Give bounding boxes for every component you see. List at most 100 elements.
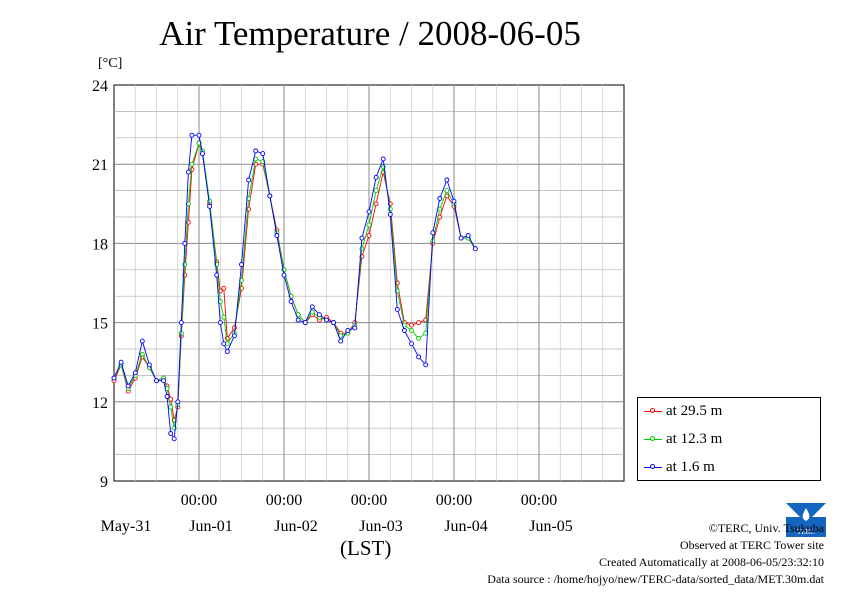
data-point	[146, 362, 152, 368]
data-point	[373, 174, 379, 180]
data-point	[444, 188, 450, 194]
data-point	[302, 320, 308, 326]
data-point	[161, 378, 167, 384]
data-point	[214, 272, 220, 278]
data-point	[345, 328, 351, 333]
data-point	[132, 370, 138, 376]
data-point	[171, 436, 177, 442]
data-point	[366, 233, 372, 238]
series-layer	[111, 132, 478, 442]
data-point	[274, 233, 280, 238]
chart-title: Air Temperature / 2008-06-05	[159, 14, 581, 53]
created-timestamp-text: Created Automatically at 2008-06-05/23:3…	[599, 555, 824, 569]
y-axis-unit-label: [°C]	[98, 56, 123, 71]
x-tick-date-label: Jun-01	[189, 518, 233, 535]
logo-text: TERC	[797, 528, 815, 536]
data-point	[288, 299, 294, 304]
data-point	[217, 320, 223, 326]
data-point	[231, 325, 237, 331]
x-tick-time-label: 00:00	[521, 492, 557, 509]
data-point	[423, 362, 429, 368]
data-point	[246, 177, 252, 183]
data-point	[175, 399, 181, 405]
data-point	[168, 404, 174, 410]
data-point	[387, 211, 393, 217]
data-point	[352, 325, 358, 331]
data-point	[154, 378, 159, 384]
data-point	[430, 230, 436, 236]
data-point	[189, 132, 195, 138]
data-point	[221, 285, 227, 291]
legend-label-29-5m: at 29.5 m	[666, 402, 723, 419]
x-tick-time-label: 00:00	[181, 492, 217, 509]
data-point	[295, 317, 301, 323]
x-axis-label: (LST)	[340, 536, 392, 560]
data-point	[253, 148, 259, 154]
data-point	[366, 209, 372, 215]
data-point	[185, 169, 191, 175]
x-tick-date-label: Jun-04	[444, 518, 488, 535]
data-point	[221, 314, 227, 320]
copyright-text: ©TERC, Univ. Tsukuba	[708, 521, 824, 535]
data-point	[458, 235, 464, 241]
data-point	[118, 359, 124, 365]
legend-label-12-3m: at 12.3 m	[666, 430, 723, 447]
data-point	[224, 349, 230, 355]
legend-item-29-5m: at 29.5 m	[644, 401, 722, 421]
data-point	[338, 338, 344, 344]
y-tick-label: 12	[92, 395, 108, 412]
data-point	[164, 394, 170, 399]
data-point	[221, 341, 227, 347]
data-point	[260, 151, 266, 157]
data-point	[178, 320, 184, 326]
series-2	[111, 132, 478, 442]
data-point	[373, 201, 379, 207]
data-point	[416, 354, 422, 360]
data-point	[125, 383, 131, 389]
legend-label-1-6m: at 1.6 m	[666, 458, 715, 475]
data-point	[200, 151, 205, 157]
y-tick-label: 21	[92, 157, 108, 174]
y-tick-label: 9	[100, 474, 108, 491]
x-tick-date-label: Jun-03	[359, 518, 403, 535]
data-point	[401, 328, 407, 333]
x-tick-time-label: 00:00	[436, 492, 472, 509]
y-tick-label: 24	[92, 78, 108, 95]
data-point	[437, 206, 443, 212]
data-point	[207, 198, 213, 204]
y-tick-labels: 9 12 15 18 21 24	[92, 78, 108, 491]
data-point	[409, 328, 414, 333]
x-tick-time-label: 00:00	[266, 492, 302, 509]
x-tick-labels: May-31 00:00 Jun-01 00:00 Jun-02 00:00 Jun-03 0…	[101, 492, 573, 535]
data-source-text: Data source : /home/hojyo/new/TERC-data/…	[487, 572, 824, 586]
x-tick-date-label: May-31	[101, 518, 152, 535]
y-tick-label: 15	[92, 316, 108, 333]
data-point	[359, 235, 365, 241]
legend-swatch-12-3m	[644, 433, 662, 445]
data-point	[465, 233, 471, 238]
data-point	[437, 196, 443, 201]
data-point	[451, 198, 457, 204]
data-point	[409, 322, 414, 328]
data-point	[373, 188, 379, 194]
data-point	[444, 177, 450, 183]
data-point	[324, 317, 329, 323]
legend: at 29.5 m at 12.3 m at 1.6 m	[637, 397, 821, 481]
series-line-2	[113, 134, 476, 441]
x-tick-date-label: Jun-02	[274, 518, 318, 535]
data-point	[267, 193, 273, 199]
data-point	[207, 203, 213, 209]
data-point	[231, 333, 237, 339]
legend-item-1-6m: at 1.6 m	[644, 457, 715, 477]
data-point	[394, 306, 400, 312]
data-point	[139, 351, 145, 357]
legend-swatch-1-6m	[644, 461, 662, 473]
data-point	[380, 156, 386, 162]
data-point	[472, 246, 478, 252]
observed-site-text: Observed at TERC Tower site	[679, 538, 824, 552]
data-point	[416, 320, 422, 326]
data-point	[387, 206, 393, 212]
x-tick-date-label: Jun-05	[529, 518, 573, 535]
data-point	[182, 240, 188, 246]
